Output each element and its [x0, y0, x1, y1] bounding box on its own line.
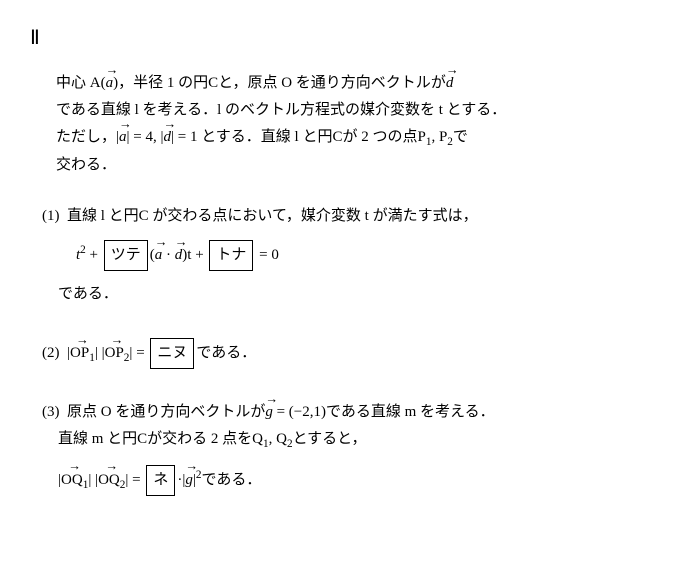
- vector-d: d: [164, 124, 172, 151]
- text: 原点 O を通り方向ベクトルが: [67, 404, 265, 420]
- vector-oq2: OQ2: [98, 467, 125, 495]
- sub: 1: [89, 352, 95, 364]
- vector-a: a: [119, 124, 127, 151]
- vector-oq1: OQ1: [61, 467, 88, 495]
- q3-line2: 直線 m と円Cが交わる 2 点をQ1, Q2とすると，: [42, 426, 668, 454]
- text: で: [453, 129, 468, 145]
- text: , P: [431, 129, 447, 145]
- vector-op1: OP1: [70, 340, 95, 368]
- answer-box-tsute: ツテ: [104, 240, 148, 271]
- q2-num: (2): [42, 345, 60, 361]
- q3-equation: OQ1 OQ2 = ネ·g2である．: [42, 465, 668, 496]
- intro-line3: ただし，a = 4, d = 1 とする．直線 l と円Cが 2 つの点P1, …: [56, 124, 668, 152]
- question-3: (3) 原点 O を通り方向ベクトルがg = (−2,1)である直線 m を考え…: [30, 399, 668, 495]
- vector-op2: OP2: [105, 340, 130, 368]
- text: = 4,: [130, 129, 161, 145]
- q1-num: (1): [42, 208, 60, 224]
- answer-box-ninu: ニヌ: [150, 338, 194, 369]
- q3-tail: である．: [202, 472, 262, 488]
- text: =: [132, 345, 148, 361]
- text: +: [86, 247, 102, 263]
- text: =: [128, 472, 144, 488]
- answer-box-tona: トナ: [209, 240, 253, 271]
- answer-box-ne: ネ: [146, 465, 175, 496]
- abs-op2: OP2: [102, 340, 133, 368]
- abs-op1: OP1: [67, 340, 98, 368]
- intro-line2: である直線 l を考える．l のベクトル方程式の媒介変数を t とする．: [56, 97, 668, 124]
- text: OP: [105, 345, 124, 361]
- text: とすると，: [293, 431, 367, 447]
- sub: 2: [124, 352, 130, 364]
- text: = 0: [255, 247, 278, 263]
- q1-tail: である．: [42, 281, 668, 308]
- q2-tail: である．: [196, 345, 256, 361]
- question-1: (1) 直線 l と円C が交わる点において，媒介変数 t が満たす式は， t2…: [30, 203, 668, 308]
- vector-a: a: [155, 242, 163, 269]
- vector-g: g: [265, 399, 273, 426]
- text: , Q: [269, 431, 287, 447]
- text: ただし，: [56, 129, 116, 145]
- text: OQ: [61, 472, 83, 488]
- abs-oq1: OQ1: [58, 467, 91, 495]
- vector-d: d: [175, 242, 183, 269]
- abs-d: d: [161, 124, 175, 151]
- section-number: Ⅱ: [30, 20, 668, 56]
- vector-d: d: [446, 70, 454, 97]
- q1-text: 直線 l と円C が交わる点において，媒介変数 t が満たす式は，: [67, 208, 478, 224]
- text: OQ: [98, 472, 120, 488]
- q1-equation: t2 + ツテ(a · d)t + トナ = 0: [42, 240, 668, 271]
- sub: 1: [83, 479, 89, 491]
- vector-a: a: [106, 70, 114, 97]
- abs-oq2: OQ2: [95, 467, 128, 495]
- text: ·: [162, 247, 175, 263]
- text: = 1 とする．直線 l と円Cが 2 つの点P: [174, 129, 426, 145]
- abs-g: g: [182, 467, 196, 494]
- text: 中心 A(: [56, 75, 106, 91]
- text: OP: [70, 345, 89, 361]
- text: )t +: [182, 247, 207, 263]
- q3-num: (3): [42, 404, 60, 420]
- text: )，半径 1 の円Cと，原点 O を通り方向ベクトルが: [113, 75, 446, 91]
- question-2: (2) OP1 OP2 = ニヌである．: [30, 338, 668, 369]
- intro-block: 中心 A(a)，半径 1 の円Cと，原点 O を通り方向ベクトルがd である直線…: [30, 70, 668, 179]
- text: 直線 m と円Cが交わる 2 点をQ: [58, 431, 263, 447]
- vector-g: g: [185, 467, 193, 494]
- intro-line1: 中心 A(a)，半径 1 の円Cと，原点 O を通り方向ベクトルがd: [56, 70, 668, 97]
- text: = (−2,1)である直線 m を考える．: [273, 404, 495, 420]
- abs-a: a: [116, 124, 130, 151]
- intro-line4: 交わる．: [56, 152, 668, 179]
- sub: 2: [120, 479, 126, 491]
